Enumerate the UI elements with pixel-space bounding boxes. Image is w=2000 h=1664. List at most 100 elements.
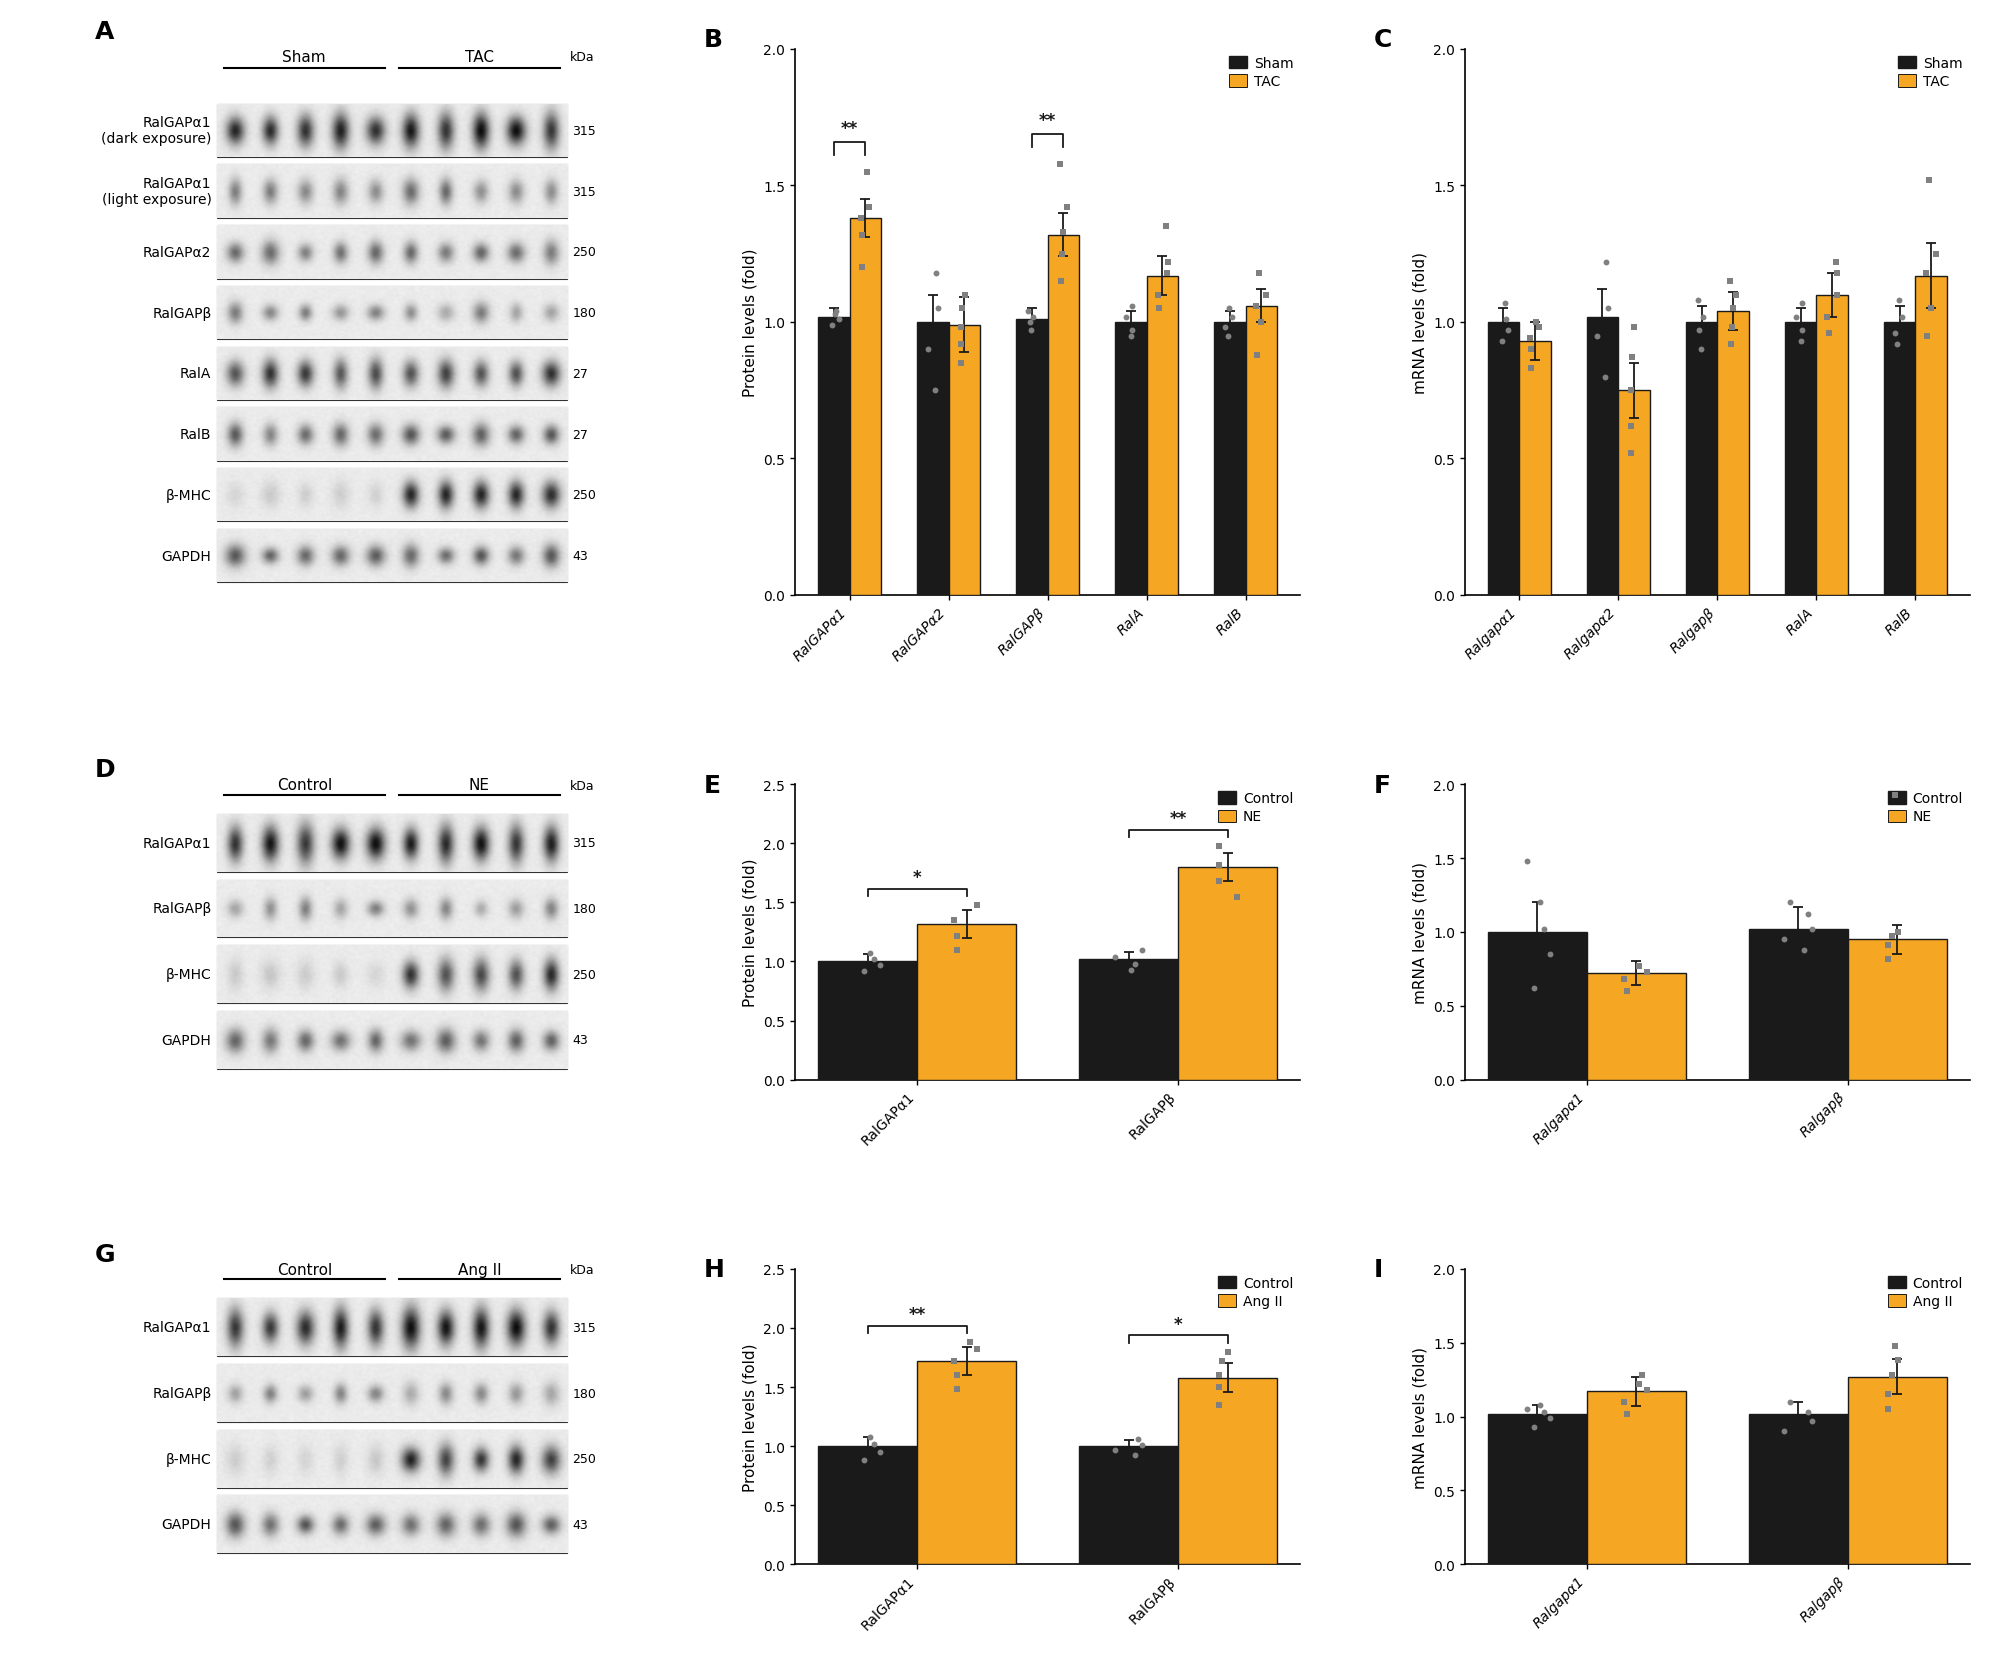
FancyBboxPatch shape (216, 1298, 566, 1356)
Point (1524, 1391, 1556, 1418)
Text: 315: 315 (572, 125, 596, 138)
Text: RalGAPα2: RalGAPα2 (144, 246, 212, 260)
Text: **: ** (1040, 111, 1056, 130)
Point (1916, 296, 1948, 323)
Point (1242, 260, 1274, 286)
Point (1624, 953, 1656, 980)
Text: 27: 27 (572, 428, 588, 441)
Bar (1078, 960, 1178, 1080)
Text: 43: 43 (572, 1033, 588, 1047)
Point (1110, 305, 1142, 331)
Point (1792, 1399, 1824, 1426)
Point (1686, 305, 1718, 331)
Point (1206, 1348, 1238, 1374)
Point (946, 314, 978, 341)
Legend: Control, Ang II: Control, Ang II (1218, 1276, 1294, 1308)
Point (818, 301, 850, 328)
Point (1684, 318, 1716, 344)
Text: B: B (704, 28, 724, 52)
Bar (1848, 1376, 1948, 1564)
Bar (1048, 236, 1080, 596)
Point (1768, 927, 1800, 953)
Legend: Sham, TAC: Sham, TAC (1228, 57, 1294, 88)
Point (1126, 1431, 1158, 1458)
Point (1150, 215, 1182, 241)
Point (816, 313, 848, 339)
Text: β-MHC: β-MHC (166, 967, 212, 982)
Point (1202, 1363, 1234, 1389)
Point (1614, 378, 1646, 404)
Point (822, 306, 854, 333)
Point (1616, 344, 1648, 371)
Point (1520, 310, 1552, 336)
Point (1534, 942, 1566, 968)
Bar (818, 318, 850, 596)
Y-axis label: mRNA levels (fold): mRNA levels (fold) (1412, 1346, 1428, 1488)
FancyBboxPatch shape (216, 1496, 566, 1553)
FancyBboxPatch shape (216, 286, 566, 339)
Legend: Control, Ang II: Control, Ang II (1888, 1276, 1964, 1308)
Point (1246, 310, 1278, 336)
Point (1820, 250, 1852, 276)
FancyBboxPatch shape (216, 226, 566, 280)
Text: 180: 180 (572, 902, 596, 915)
Bar (1078, 1446, 1178, 1564)
Point (1788, 937, 1820, 963)
Point (1046, 268, 1078, 295)
Text: 180: 180 (572, 306, 596, 319)
Point (1626, 1363, 1658, 1389)
Point (1910, 260, 1942, 286)
Point (1812, 305, 1844, 331)
Bar (1586, 1391, 1686, 1564)
Point (1488, 290, 1520, 316)
Point (946, 331, 978, 358)
Bar (1586, 318, 1618, 596)
Text: 43: 43 (572, 1518, 588, 1531)
Point (1912, 323, 1944, 349)
Point (1142, 283, 1174, 310)
Bar (1488, 932, 1586, 1080)
Point (1528, 917, 1560, 943)
Text: **: ** (908, 1306, 926, 1323)
Point (938, 907, 970, 934)
Point (954, 1330, 986, 1356)
Point (1608, 967, 1640, 993)
Point (854, 195, 886, 221)
Text: 27: 27 (572, 368, 588, 381)
Text: kDa: kDa (570, 1263, 594, 1276)
Point (1608, 1388, 1640, 1414)
Point (1212, 323, 1244, 349)
Bar (850, 220, 882, 596)
Text: β-MHC: β-MHC (166, 1451, 212, 1466)
Point (1720, 283, 1752, 310)
Bar (948, 326, 980, 596)
Bar (1178, 867, 1278, 1080)
Bar (1214, 323, 1246, 596)
Point (1822, 260, 1854, 286)
Point (940, 1363, 972, 1389)
Point (1490, 306, 1522, 333)
Point (854, 940, 886, 967)
Point (1682, 288, 1714, 314)
Bar (1884, 323, 1916, 596)
Point (1046, 241, 1078, 268)
Point (1118, 950, 1150, 977)
Point (858, 947, 890, 973)
Point (1126, 937, 1158, 963)
Point (1684, 336, 1716, 363)
Point (1882, 331, 1914, 358)
Point (1242, 343, 1274, 369)
Point (846, 255, 878, 281)
Bar (1748, 930, 1848, 1080)
Point (1116, 318, 1148, 344)
Point (848, 1448, 880, 1474)
Point (1524, 314, 1556, 341)
Point (1880, 1333, 1912, 1359)
Point (1204, 869, 1236, 895)
Text: I: I (1374, 1258, 1382, 1281)
Point (846, 223, 878, 250)
FancyBboxPatch shape (216, 529, 566, 582)
Point (1822, 283, 1854, 310)
Point (1202, 1374, 1234, 1401)
Bar (1718, 311, 1750, 596)
